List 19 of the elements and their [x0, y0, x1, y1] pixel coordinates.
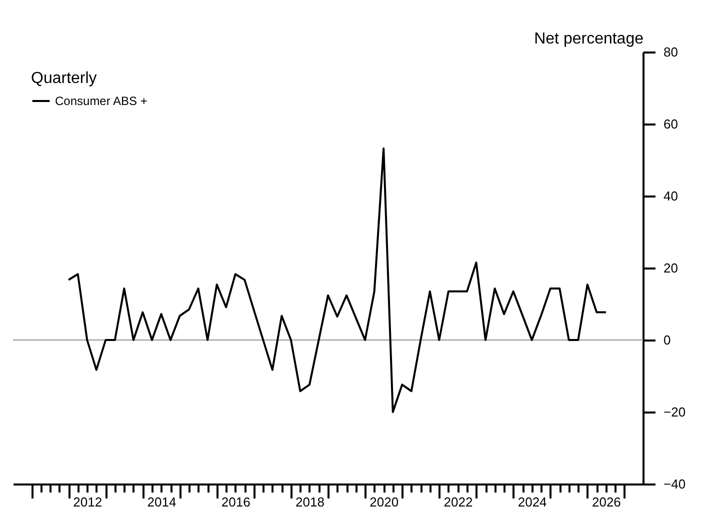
line-series: [68, 147, 607, 413]
x-tick-label: 2016: [221, 494, 250, 510]
y2-axis-title: Net percentage: [534, 30, 644, 48]
x-tick-label: 2020: [370, 494, 399, 510]
y2-tick-label: 20: [664, 260, 678, 276]
x-tick-label: 2026: [592, 494, 621, 510]
x-tick-label: 2012: [73, 494, 102, 510]
x-tick-label: 2018: [296, 494, 324, 510]
legend-title: Quarterly: [31, 70, 97, 87]
y2-tick-label: 80: [664, 44, 678, 60]
legend-label: Consumer ABS +: [55, 94, 148, 108]
x-tick-label: 2014: [147, 494, 176, 510]
y2-tick-label: −20: [664, 404, 686, 420]
y2-tick-label: 60: [664, 116, 678, 132]
x-tick-label: 2024: [518, 494, 547, 510]
y2-tick-label: 0: [664, 332, 671, 348]
y2-tick-label: −40: [664, 476, 686, 492]
x-tick-label: 2022: [444, 494, 473, 510]
y2-tick-label: 40: [664, 188, 678, 204]
